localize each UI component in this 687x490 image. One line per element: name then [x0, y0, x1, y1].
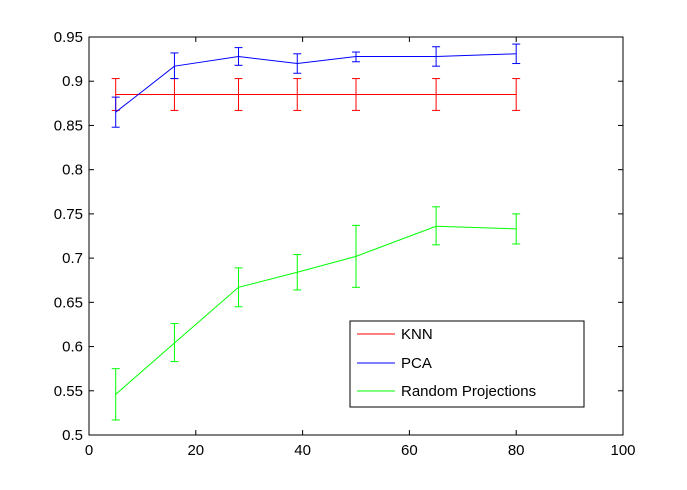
y-tick-label: 0.75	[54, 206, 83, 223]
legend: KNN PCA Random Projections	[349, 320, 585, 408]
legend-label: Random Projections	[401, 383, 536, 400]
error-bar	[170, 323, 179, 363]
error-bar	[111, 96, 120, 128]
y-tick-label: 0.8	[62, 162, 83, 179]
error-bar	[512, 213, 521, 245]
error-bar	[293, 53, 302, 74]
error-bar	[293, 254, 302, 291]
y-axis: 0.5 0.55 0.6 0.65 0.7 0.75 0.8 0.85 0.9 0.95	[54, 29, 623, 444]
error-bar	[234, 267, 243, 308]
series-layer	[111, 43, 521, 421]
y-tick-label: 0.5	[62, 427, 83, 444]
y-tick-label: 0.9	[62, 73, 83, 90]
error-bar	[234, 47, 243, 66]
x-axis: 0 20 40 60 80 100	[85, 37, 636, 459]
x-tick-label: 100	[610, 442, 635, 459]
error-bar	[432, 46, 441, 67]
x-tick-label: 40	[294, 442, 311, 459]
y-tick-label: 0.85	[54, 117, 83, 134]
y-tick-label: 0.65	[54, 294, 83, 311]
x-tick-label: 20	[187, 442, 204, 459]
error-bar	[432, 78, 441, 111]
error-bar	[432, 206, 441, 246]
y-tick-label: 0.55	[54, 383, 83, 400]
error-bar	[352, 78, 360, 111]
x-tick-label: 0	[85, 442, 93, 459]
error-bar	[293, 78, 302, 111]
error-bar	[170, 52, 179, 80]
error-bar	[512, 78, 521, 111]
y-tick-label: 0.95	[54, 29, 83, 46]
y-tick-label: 0.7	[62, 250, 83, 267]
y-tick-label: 0.6	[62, 339, 83, 356]
legend-box	[349, 320, 585, 408]
x-tick-label: 60	[401, 442, 418, 459]
legend-label: KNN	[401, 326, 433, 343]
legend-label: PCA	[401, 355, 432, 372]
error-bar	[111, 368, 120, 421]
error-bar	[352, 224, 360, 288]
x-tick-label: 80	[508, 442, 525, 459]
error-bar	[512, 43, 521, 65]
error-bar	[234, 78, 243, 111]
error-bar	[352, 51, 360, 63]
